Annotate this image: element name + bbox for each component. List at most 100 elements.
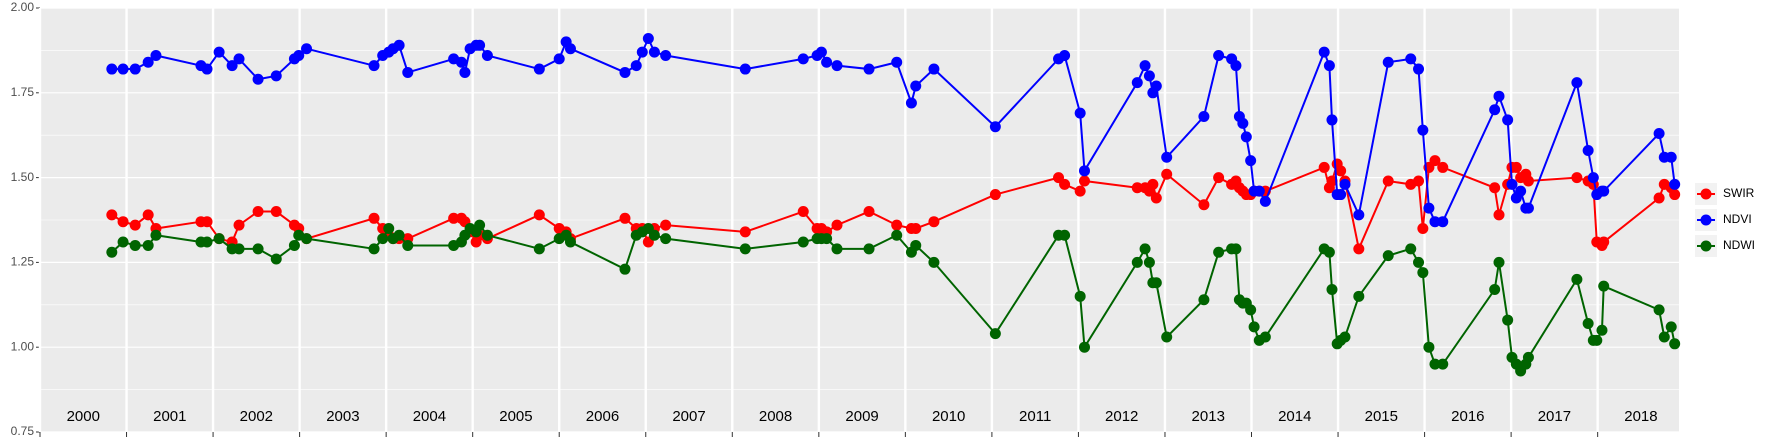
data-point [928, 63, 940, 75]
data-point [301, 43, 313, 55]
x-tick-label: 2013 [1192, 408, 1225, 425]
y-tick-label: 1.25 [11, 255, 35, 269]
data-point [1318, 46, 1330, 58]
data-point [1669, 189, 1681, 201]
data-point [821, 56, 833, 68]
data-point [368, 60, 380, 72]
x-tick-label: 2002 [240, 408, 273, 425]
data-point [821, 233, 833, 245]
data-point [648, 229, 660, 241]
data-point [863, 206, 875, 218]
data-point [1213, 49, 1225, 61]
data-point [226, 60, 238, 72]
data-point [1571, 172, 1583, 184]
data-point [815, 46, 827, 58]
legend-label: NDVI [1723, 212, 1752, 226]
data-point [368, 212, 380, 224]
data-point [1326, 114, 1338, 126]
data-point [1074, 185, 1086, 197]
x-tick-label: 2016 [1451, 408, 1484, 425]
data-point [142, 239, 154, 251]
data-point [910, 80, 922, 92]
data-point [1596, 324, 1608, 336]
legend-dot [1700, 214, 1712, 226]
x-tick-label: 2017 [1538, 408, 1571, 425]
data-point [252, 73, 264, 85]
data-point [797, 53, 809, 65]
data-point [474, 219, 486, 231]
data-point [1198, 111, 1210, 123]
data-point [1658, 331, 1670, 343]
data-point [564, 43, 576, 55]
data-point [1413, 63, 1425, 75]
data-point [1143, 256, 1155, 268]
data-point [660, 233, 672, 245]
data-point [739, 243, 751, 255]
data-point [233, 243, 245, 255]
data-point [1059, 178, 1071, 190]
data-point [1248, 321, 1260, 333]
data-point [533, 63, 545, 75]
data-point [1522, 351, 1534, 363]
data-point [1335, 165, 1347, 177]
data-point [1493, 90, 1505, 102]
data-point [831, 60, 843, 72]
data-point [1669, 178, 1681, 190]
data-point [368, 243, 380, 255]
data-point [1131, 256, 1143, 268]
data-point [129, 63, 141, 75]
x-tick-label: 2010 [932, 408, 965, 425]
x-tick-label: 2009 [845, 408, 878, 425]
data-point [989, 328, 1001, 340]
data-point [1074, 290, 1086, 302]
data-point [891, 229, 903, 241]
data-point [1522, 202, 1534, 214]
data-point [1150, 277, 1162, 289]
data-point [1571, 77, 1583, 89]
data-point [660, 49, 672, 61]
data-point [1382, 175, 1394, 187]
y-tick-label: 1.75 [11, 85, 35, 99]
data-point [660, 219, 672, 231]
data-point [1353, 290, 1365, 302]
data-point [1078, 341, 1090, 353]
data-point [564, 236, 576, 248]
data-point [891, 219, 903, 231]
data-point [1074, 107, 1086, 119]
data-point [1423, 202, 1435, 214]
data-point [1437, 161, 1449, 173]
data-point [1429, 216, 1441, 228]
data-point [1213, 246, 1225, 258]
data-point [1139, 243, 1151, 255]
data-point [481, 229, 493, 241]
data-point [1405, 53, 1417, 65]
data-point [201, 63, 213, 75]
data-point [1131, 182, 1143, 194]
x-tick-label: 2018 [1624, 408, 1657, 425]
data-point [1429, 358, 1441, 370]
data-point [252, 243, 264, 255]
data-point [1571, 273, 1583, 285]
y-tick-label: 1.00 [11, 339, 35, 353]
data-point [1150, 192, 1162, 204]
data-point [1131, 77, 1143, 89]
data-point [1323, 246, 1335, 258]
data-point [1587, 172, 1599, 184]
data-point [474, 39, 486, 51]
x-tick-label: 2012 [1105, 408, 1138, 425]
data-point [1161, 331, 1173, 343]
data-point [619, 263, 631, 275]
data-point [1326, 175, 1338, 187]
x-tick-label: 2011 [1019, 408, 1051, 425]
data-point [270, 206, 282, 218]
data-point [448, 212, 460, 224]
data-point [1161, 168, 1173, 180]
data-point [1259, 331, 1271, 343]
legend-dot [1700, 240, 1712, 252]
data-point [1515, 185, 1527, 197]
data-point [863, 63, 875, 75]
data-point [1382, 56, 1394, 68]
data-point [1493, 209, 1505, 221]
data-point [533, 243, 545, 255]
data-point [270, 70, 282, 82]
